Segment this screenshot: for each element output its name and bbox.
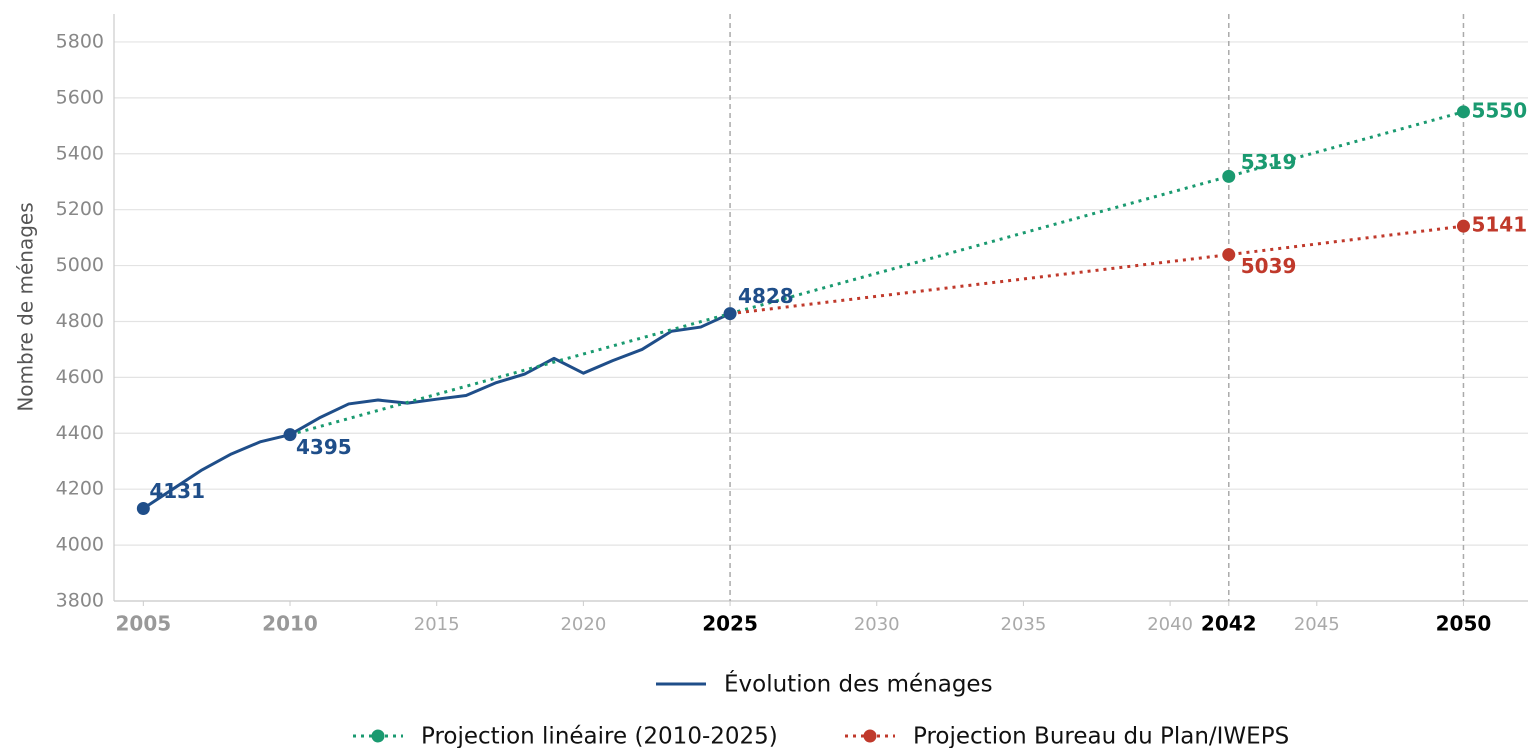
- y-tick-label: 5200: [56, 198, 104, 220]
- x-tick-label: 2050: [1436, 612, 1492, 636]
- point-marker: [1222, 248, 1236, 262]
- series-line: [142, 312, 731, 510]
- x-tick-label: 2015: [414, 614, 460, 635]
- y-tick-label: 4600: [56, 366, 104, 388]
- x-tick-label: 2030: [854, 614, 900, 635]
- x-tick-label: 2010: [262, 612, 318, 636]
- x-tick-label: 2045: [1294, 614, 1340, 635]
- x-tick-label: 2020: [560, 614, 606, 635]
- point-marker: [1222, 169, 1236, 183]
- y-tick-label: 5400: [56, 142, 104, 164]
- legend-swatch-marker: [863, 729, 877, 743]
- point-marker: [1456, 219, 1470, 233]
- data-label: 4828: [738, 284, 794, 308]
- data-label: 4131: [149, 479, 205, 503]
- point-marker: [136, 501, 150, 515]
- x-tick-label: 2040: [1147, 614, 1193, 635]
- data-label: 5141: [1471, 213, 1527, 237]
- point-marker: [283, 428, 297, 442]
- y-tick-label: 4400: [56, 422, 104, 444]
- data-label: 5319: [1241, 150, 1297, 174]
- y-tick-label: 3800: [56, 590, 104, 612]
- x-tick-label: 2025: [702, 612, 758, 636]
- legend-swatch-marker: [371, 729, 385, 743]
- y-tick-label: 5600: [56, 86, 104, 108]
- point-marker: [723, 307, 737, 321]
- point-marker: [1456, 105, 1470, 119]
- x-tick-label: 2035: [1001, 614, 1047, 635]
- series-line: [729, 224, 1464, 316]
- legend-label: Projection linéaire (2010-2025): [421, 724, 778, 748]
- x-tick-label: 2042: [1201, 612, 1257, 636]
- data-label: 5039: [1241, 254, 1297, 278]
- legend-label: Évolution des ménages: [724, 670, 993, 698]
- y-tick-label: 5800: [56, 30, 104, 52]
- y-axis-label: Nombre de ménages: [14, 202, 38, 411]
- y-tick-label: 4800: [56, 310, 104, 332]
- data-label: 5550: [1471, 98, 1527, 122]
- x-tick-label: 2005: [116, 612, 172, 636]
- y-tick-label: 4200: [56, 478, 104, 500]
- y-tick-label: 5000: [56, 254, 104, 276]
- legend-label: Projection Bureau du Plan/IWEPS: [913, 724, 1289, 748]
- data-label: 4395: [296, 435, 352, 459]
- y-tick-label: 4000: [56, 534, 104, 556]
